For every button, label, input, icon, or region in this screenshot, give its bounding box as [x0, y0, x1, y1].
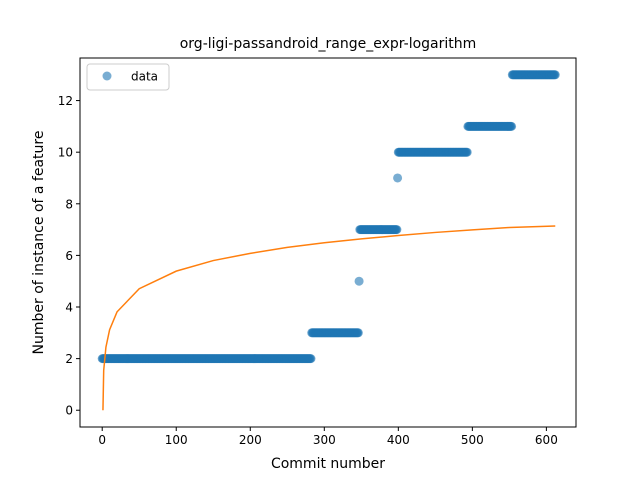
x-tick-label: 300 — [313, 433, 336, 447]
plot-area — [97, 70, 560, 411]
data-point — [393, 173, 403, 183]
y-tick-label: 10 — [58, 146, 73, 160]
data-point — [354, 276, 364, 286]
y-tick-label: 8 — [65, 197, 73, 211]
data-point — [306, 354, 316, 364]
x-tick-label: 200 — [239, 433, 262, 447]
x-axis-label: Commit number — [271, 456, 385, 472]
data-point — [462, 147, 472, 157]
x-tick-label: 600 — [535, 433, 558, 447]
y-tick-label: 2 — [65, 352, 73, 366]
y-tick-label: 6 — [65, 249, 73, 263]
data-point — [353, 328, 363, 338]
y-axis-label: Number of instance of a feature — [31, 131, 47, 355]
data-point — [392, 225, 402, 235]
y-tick-label: 12 — [58, 94, 73, 108]
legend-marker-data — [102, 71, 112, 81]
axes-frame — [79, 57, 577, 428]
y-tick-label: 4 — [65, 301, 73, 315]
series-data — [97, 70, 560, 364]
data-point — [550, 70, 560, 80]
x-axis: 0 100 200 300 400 500 600 — [98, 427, 558, 447]
y-tick-label: 0 — [65, 404, 73, 418]
x-tick-label: 100 — [165, 433, 188, 447]
legend-label-data: data — [131, 70, 158, 84]
y-axis: 0 2 4 6 8 10 12 — [58, 94, 80, 418]
data-point — [507, 121, 517, 131]
fit-line — [102, 225, 556, 411]
x-tick-label: 500 — [461, 433, 484, 447]
legend-box — [86, 63, 170, 91]
legend: data — [86, 63, 170, 91]
chart-title: org-ligi-passandroid_range_expr-logarith… — [180, 36, 477, 52]
x-tick-label: 0 — [98, 433, 106, 447]
x-tick-label: 400 — [387, 433, 410, 447]
